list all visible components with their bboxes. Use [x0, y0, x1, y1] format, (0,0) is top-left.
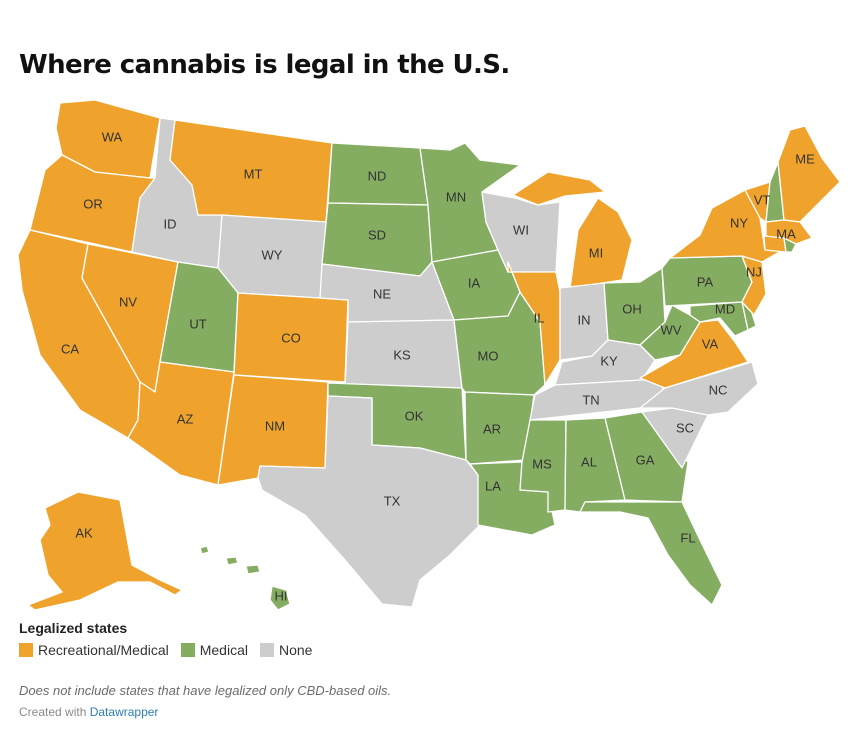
- label-mi: MI: [589, 245, 603, 260]
- state-mi-lower[interactable]: [569, 197, 633, 289]
- state-tn[interactable]: [529, 379, 666, 421]
- legend-label: None: [278, 642, 313, 658]
- label-nv: NV: [119, 294, 137, 309]
- label-ks: KS: [393, 347, 411, 362]
- label-vt: VT: [754, 192, 771, 207]
- label-ne: NE: [373, 286, 391, 301]
- label-ma: MA: [776, 226, 796, 241]
- label-sc: SC: [676, 420, 694, 435]
- state-tx[interactable]: [257, 395, 481, 608]
- legend-item-medical: Medical: [180, 642, 248, 658]
- state-fl[interactable]: [579, 501, 723, 606]
- label-in: IN: [578, 312, 591, 327]
- state-hi-kauai[interactable]: [199, 545, 210, 555]
- label-sd: SD: [368, 227, 386, 242]
- state-hi-oahu[interactable]: [225, 556, 239, 566]
- label-wa: WA: [102, 129, 123, 144]
- state-ny[interactable]: [669, 189, 791, 263]
- label-nm: NM: [265, 418, 285, 433]
- legend-item-recreational: Recreational/Medical: [19, 642, 169, 658]
- legend-item-none: None: [259, 642, 313, 658]
- label-id: ID: [164, 216, 177, 231]
- legend-swatch: [180, 643, 195, 657]
- label-pa: PA: [697, 274, 714, 289]
- label-ga: GA: [636, 452, 655, 467]
- label-ky: KY: [600, 353, 618, 368]
- footnote: Does not include states that have legali…: [19, 683, 392, 698]
- label-or: OR: [83, 196, 103, 211]
- label-wi: WI: [513, 222, 529, 237]
- label-mt: MT: [244, 166, 263, 181]
- label-ak: AK: [75, 525, 93, 540]
- label-va: VA: [702, 336, 719, 351]
- legend-label: Medical: [199, 642, 248, 658]
- label-mn: MN: [446, 189, 466, 204]
- state-me[interactable]: [777, 125, 841, 223]
- label-tn: TN: [582, 392, 599, 407]
- legend: Legalized states Recreational/Medical Me…: [19, 620, 324, 658]
- legend-swatch: [259, 643, 274, 657]
- label-me: ME: [795, 151, 815, 166]
- legend-title: Legalized states: [19, 620, 128, 636]
- state-hi-big[interactable]: [269, 585, 291, 611]
- label-nj: NJ: [746, 264, 762, 279]
- label-tx: TX: [384, 493, 401, 508]
- label-ms: MS: [532, 456, 552, 471]
- state-hi-maui[interactable]: [245, 564, 261, 575]
- us-map: WA OR CA NV ID MT WY UT CO AZ NM ND SD N…: [17, 99, 841, 611]
- page-title: Where cannabis is legal in the U.S.: [19, 50, 510, 80]
- label-nc: NC: [709, 382, 728, 397]
- credit: Created with Datawrapper: [19, 705, 158, 719]
- state-ga[interactable]: [604, 411, 689, 503]
- label-wy: WY: [262, 247, 283, 262]
- legend-swatch: [19, 643, 33, 657]
- label-la: LA: [485, 478, 501, 493]
- credit-prefix: Created with: [19, 705, 87, 719]
- label-md: MD: [715, 301, 735, 316]
- label-mo: MO: [478, 348, 499, 363]
- label-nd: ND: [368, 168, 387, 183]
- label-ok: OK: [405, 408, 424, 423]
- label-ny: NY: [730, 215, 748, 230]
- label-il: IL: [534, 310, 545, 325]
- label-wv: WV: [661, 322, 682, 337]
- datawrapper-link[interactable]: Datawrapper: [89, 705, 159, 719]
- state-ri[interactable]: [783, 237, 797, 253]
- label-ar: AR: [483, 421, 501, 436]
- label-fl: FL: [680, 530, 695, 545]
- label-hi: HI: [275, 588, 288, 603]
- label-co: CO: [281, 330, 301, 345]
- state-ar[interactable]: [464, 391, 535, 465]
- label-al: AL: [581, 454, 597, 469]
- state-il[interactable]: [507, 261, 561, 386]
- legend-label: Recreational/Medical: [38, 642, 169, 658]
- label-ia: IA: [468, 275, 481, 290]
- label-oh: OH: [622, 301, 642, 316]
- label-ca: CA: [61, 341, 79, 356]
- state-ak[interactable]: [27, 491, 183, 611]
- label-ut: UT: [189, 316, 206, 331]
- label-az: AZ: [177, 411, 194, 426]
- state-mi-upper[interactable]: [512, 171, 606, 206]
